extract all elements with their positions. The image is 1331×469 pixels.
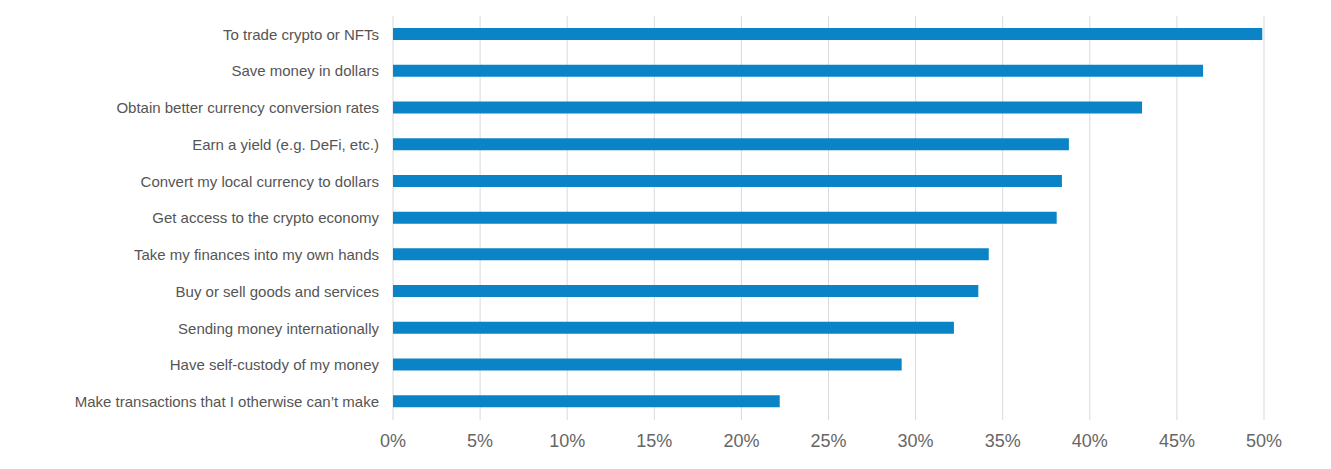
svg-text:35%: 35% — [985, 431, 1021, 451]
svg-text:Have self-custody of my money: Have self-custody of my money — [170, 356, 380, 373]
svg-text:40%: 40% — [1072, 431, 1108, 451]
svg-text:10%: 10% — [549, 431, 585, 451]
svg-text:30%: 30% — [898, 431, 934, 451]
svg-text:To trade crypto or NFTs: To trade crypto or NFTs — [223, 26, 379, 43]
svg-text:Convert my local currency to d: Convert my local currency to dollars — [141, 173, 379, 190]
svg-text:5%: 5% — [467, 431, 493, 451]
svg-text:Earn a yield (e.g. DeFi, etc.): Earn a yield (e.g. DeFi, etc.) — [192, 136, 379, 153]
svg-text:Get access to the crypto econo: Get access to the crypto economy — [152, 209, 379, 226]
svg-text:Save money in dollars: Save money in dollars — [231, 62, 379, 79]
svg-text:20%: 20% — [723, 431, 759, 451]
svg-text:Buy or sell goods and services: Buy or sell goods and services — [176, 283, 379, 300]
svg-text:50%: 50% — [1246, 431, 1282, 451]
svg-text:Take my finances into my own h: Take my finances into my own hands — [134, 246, 379, 263]
svg-text:45%: 45% — [1159, 431, 1195, 451]
svg-text:Make transactions that I other: Make transactions that I otherwise can’t… — [75, 393, 379, 410]
svg-text:25%: 25% — [810, 431, 846, 451]
svg-text:0%: 0% — [380, 431, 406, 451]
svg-text:Sending money internationally: Sending money internationally — [178, 320, 379, 337]
svg-text:Obtain better currency convers: Obtain better currency conversion rates — [116, 99, 379, 116]
svg-text:15%: 15% — [636, 431, 672, 451]
